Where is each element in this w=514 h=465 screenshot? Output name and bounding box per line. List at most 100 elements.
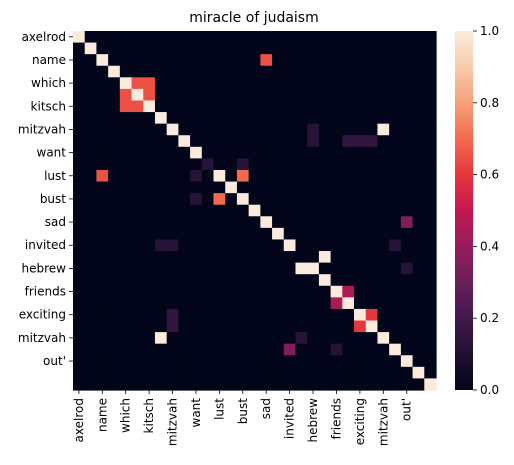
heatmap-cell: [213, 274, 226, 287]
heatmap-cell: [424, 123, 437, 136]
heatmap-cell: [400, 31, 414, 44]
heatmap-cell: [307, 366, 320, 380]
heatmap-cell: [236, 65, 250, 78]
heatmap-cell: [119, 297, 133, 310]
heatmap-cell: [354, 158, 367, 171]
heatmap-cell: [143, 285, 156, 298]
heatmap-cell: [143, 169, 156, 183]
heatmap-cell: [260, 42, 273, 55]
heatmap-cell: [73, 100, 86, 113]
heatmap-cell: [318, 308, 332, 322]
heatmap-cell: [400, 216, 414, 229]
heatmap-cell: [354, 135, 367, 148]
heatmap-cell: [365, 262, 379, 275]
heatmap-cell: [307, 42, 320, 55]
heatmap-cell: [283, 366, 297, 380]
heatmap-cell: [295, 227, 308, 241]
heatmap-cell: [307, 251, 320, 264]
heatmap-cell: [272, 112, 285, 125]
heatmap-cell: [73, 77, 86, 90]
heatmap-cell: [73, 285, 86, 298]
heatmap-cell: [354, 42, 367, 55]
heatmap-cell: [389, 112, 402, 125]
heatmap-cell: [330, 158, 343, 171]
heatmap-cell: [342, 332, 355, 345]
heatmap-cell: [166, 146, 179, 159]
heatmap-cell: [108, 204, 121, 217]
heatmap-cell: [400, 100, 414, 113]
heatmap-cell: [283, 332, 297, 345]
heatmap-cell: [84, 146, 98, 159]
heatmap-cell: [108, 112, 121, 125]
heatmap-cell: [295, 88, 308, 102]
heatmap-cell: [260, 274, 273, 287]
heatmap-cell: [400, 123, 414, 136]
heatmap-cell: [318, 355, 332, 368]
heatmap-cell: [119, 378, 133, 391]
heatmap-cell: [424, 343, 437, 356]
y-tick-label: axelrod: [22, 30, 66, 44]
heatmap-cell: [108, 332, 121, 345]
heatmap-cell: [131, 158, 144, 171]
heatmap-cell: [400, 355, 414, 368]
heatmap-cell: [84, 204, 98, 217]
heatmap-cell: [412, 204, 425, 217]
heatmap-cell: [260, 65, 273, 78]
heatmap-cell: [307, 54, 320, 67]
heatmap-cell: [260, 262, 273, 275]
heatmap-cell: [84, 42, 98, 55]
heatmap-cell: [365, 297, 379, 310]
heatmap-cell: [213, 239, 226, 252]
heatmap-cell: [143, 135, 156, 148]
y-tick-label: kitsch: [31, 99, 66, 113]
heatmap-cell: [377, 100, 390, 113]
heatmap-cell: [389, 297, 402, 310]
heatmap-cell: [73, 251, 86, 264]
heatmap-cell: [143, 332, 156, 345]
heatmap-cell: [225, 378, 238, 391]
x-tick-label: hebrew: [306, 398, 320, 443]
heatmap-cell: [354, 31, 367, 44]
heatmap-cell: [143, 193, 156, 206]
heatmap-cell: [342, 366, 355, 380]
heatmap-cell: [295, 204, 308, 217]
heatmap-cell: [248, 31, 261, 44]
heatmap-cell: [365, 146, 379, 159]
heatmap-cell: [354, 320, 367, 333]
heatmap-cell: [295, 193, 308, 206]
heatmap-cell: [190, 378, 203, 391]
heatmap-cell: [424, 193, 437, 206]
heatmap-cell: [84, 31, 98, 44]
heatmap-cell: [190, 251, 203, 264]
heatmap-cell: [260, 366, 273, 380]
heatmap-cell: [73, 54, 86, 67]
heatmap-cell: [424, 285, 437, 298]
heatmap-cell: [225, 343, 238, 356]
heatmap-cell: [365, 204, 379, 217]
heatmap-cell: [119, 54, 133, 67]
heatmap-cell: [96, 88, 109, 102]
heatmap-cell: [190, 100, 203, 113]
heatmap-cell: [154, 285, 168, 298]
heatmap-cell: [424, 112, 437, 125]
heatmap-cell: [178, 297, 191, 310]
heatmap-cell: [424, 54, 437, 67]
heatmap-cell: [178, 123, 191, 136]
heatmap-cell: [272, 100, 285, 113]
heatmap-cell: [119, 31, 133, 44]
heatmap-cell: [108, 308, 121, 322]
heatmap-cell: [201, 169, 215, 183]
heatmap-cell: [131, 366, 144, 380]
heatmap-cell: [154, 112, 168, 125]
heatmap-cell: [166, 378, 179, 391]
heatmap-cell: [424, 42, 437, 55]
heatmap-cell: [307, 181, 320, 194]
heatmap-cell: [190, 332, 203, 345]
heatmap-cell: [330, 100, 343, 113]
x-tick-label: sad: [259, 398, 273, 419]
heatmap-cell: [143, 112, 156, 125]
heatmap-cell: [330, 332, 343, 345]
heatmap-cell: [201, 31, 215, 44]
heatmap-cell: [190, 355, 203, 368]
heatmap-cell: [400, 308, 414, 322]
